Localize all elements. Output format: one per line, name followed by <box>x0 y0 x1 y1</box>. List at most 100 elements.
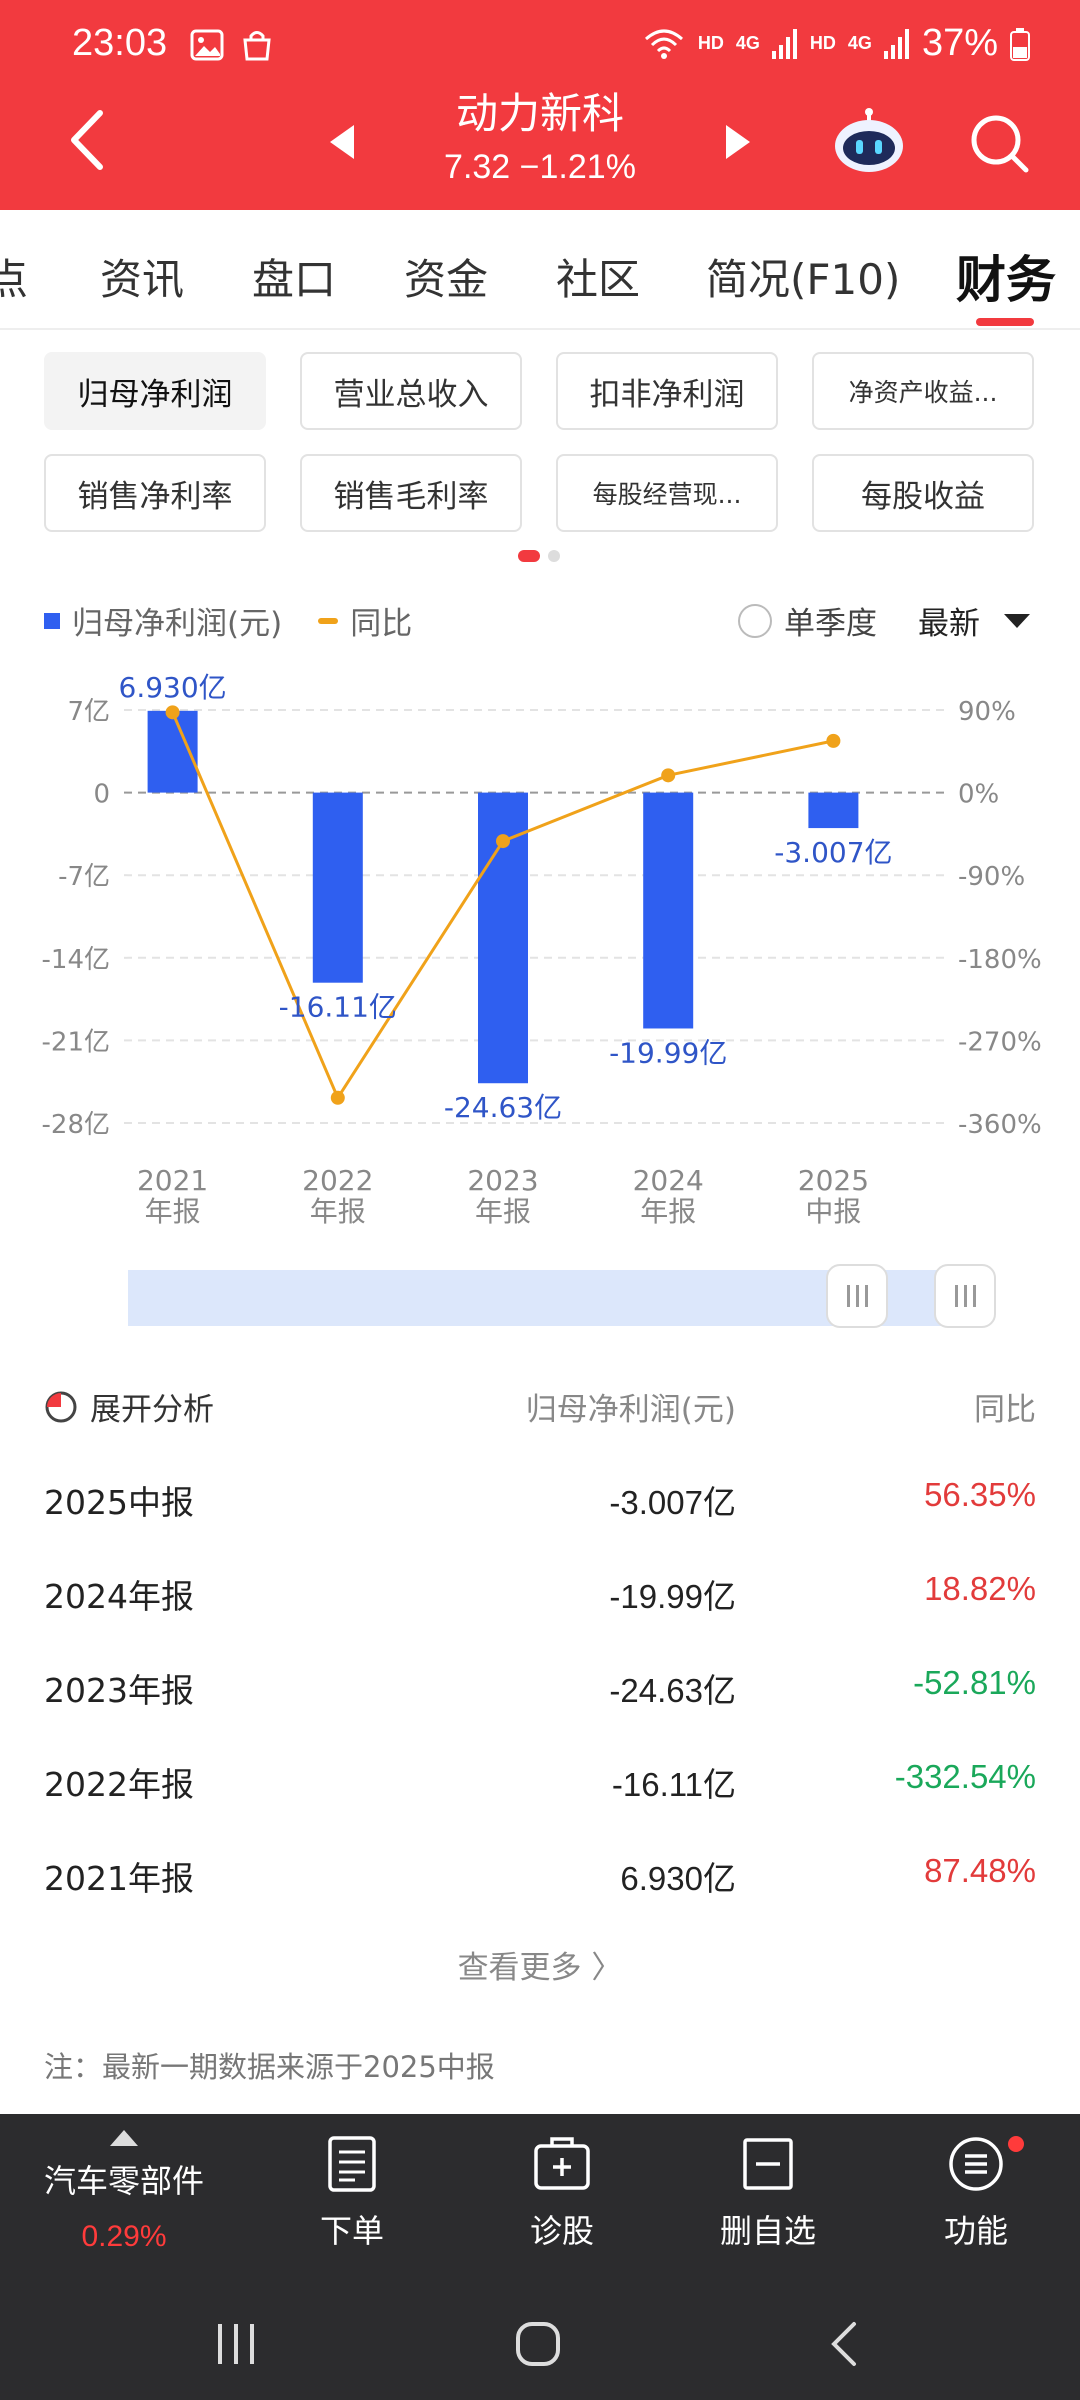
table-header: 展开分析 归母净利润(元) 同比 <box>44 1384 1036 1434</box>
row-period: 2024年报 <box>44 1577 194 1616</box>
x-tick-label-sub: 年报 <box>145 1195 201 1228</box>
metric-net-profit[interactable]: 归母净利润 <box>44 352 266 430</box>
battery-percent: 37% <box>921 22 998 64</box>
back-arrow-icon[interactable] <box>60 105 120 175</box>
diagnose-button[interactable]: 诊股 <box>482 2134 642 2252</box>
sector-button[interactable]: 汽车零部件 0.29% <box>0 2114 248 2284</box>
y-right-tick-label: -90% <box>958 862 1025 892</box>
stock-name: 动力新科 <box>455 89 624 138</box>
metric-gross-margin[interactable]: 销售毛利率 <box>300 454 522 532</box>
metric-eps[interactable]: 每股收益 <box>812 454 1034 532</box>
tab-f10[interactable]: 简况(F10) <box>706 255 901 304</box>
status-bar: 23:03 HD 4G HD 4G 37% <box>0 0 1080 90</box>
row-period: 2021年报 <box>44 1859 194 1898</box>
expand-analysis-button[interactable]: 展开分析 <box>44 1384 214 1429</box>
yoy-point <box>165 705 180 720</box>
y-right-tick-label: 90% <box>958 697 1016 727</box>
hd-badge-2: HD <box>809 33 836 53</box>
prev-stock-button[interactable] <box>330 125 354 159</box>
legend-bar-label: 归母净利润(元) <box>72 606 283 642</box>
signal-icon-2 <box>883 28 909 59</box>
page-dot-active <box>518 550 540 562</box>
y-left-tick-label: -28亿 <box>42 1110 110 1140</box>
row-yoy: 18.82% <box>924 1570 1036 1607</box>
order-button[interactable]: 下单 <box>272 2134 432 2252</box>
search-icon[interactable] <box>968 112 1032 176</box>
bar <box>808 792 859 829</box>
metric-operating-cash-per-share[interactable]: 每股经营现... <box>556 454 778 532</box>
chart-range-slider[interactable] <box>116 1264 998 1328</box>
remove-watchlist-label: 删自选 <box>719 2212 816 2250</box>
x-tick-label: 2025 <box>798 1164 869 1197</box>
tab-bar: 点 资讯 盘口 资金 社区 简况(F10) 财务 <box>0 210 1080 330</box>
radio-icon[interactable] <box>738 603 772 638</box>
arrow-up-icon <box>110 2130 138 2146</box>
function-button[interactable]: 功能 <box>896 2134 1056 2252</box>
bag-icon <box>243 31 271 61</box>
range-handle-right[interactable] <box>934 1264 996 1328</box>
remove-watchlist-button[interactable]: 删自选 <box>688 2134 848 2252</box>
row-value: -24.63亿 <box>609 1672 736 1709</box>
tab-order-book[interactable]: 盘口 <box>252 255 337 304</box>
metric-deducted-net-profit[interactable]: 扣非净利润 <box>556 352 778 430</box>
page-dot <box>548 550 560 562</box>
tab-funds[interactable]: 资金 <box>404 255 489 304</box>
system-navigation-bar <box>0 2284 1080 2400</box>
yoy-point <box>330 1090 345 1105</box>
menu-icon <box>949 2137 1003 2191</box>
wifi-icon <box>644 29 683 59</box>
tab-news[interactable]: 资讯 <box>100 255 185 304</box>
bottom-toolbar: 汽车零部件 0.29% 下单 诊股 删自选 功能 <box>0 2114 1080 2284</box>
diagnose-label: 诊股 <box>529 2212 594 2250</box>
table-row: 2025中报 -3.007亿 56.35% <box>44 1476 1036 1536</box>
recent-apps-icon[interactable] <box>214 2322 258 2366</box>
x-tick-label: 2023 <box>467 1164 538 1197</box>
view-more-link[interactable]: 查看更多 〉 <box>457 1950 623 1986</box>
y-right-tick-label: -270% <box>958 1027 1042 1057</box>
caret-down-icon <box>1004 613 1030 628</box>
y-left-tick-label: -7亿 <box>58 862 110 892</box>
row-period: 2023年报 <box>44 1671 194 1710</box>
signal-icon <box>771 28 797 59</box>
table-row: 2022年报 -16.11亿 -332.54% <box>44 1758 1036 1818</box>
bar-value-label: -3.007亿 <box>774 836 892 869</box>
pie-chart-icon <box>45 1391 77 1422</box>
order-icon <box>328 2136 376 2192</box>
bar <box>312 792 363 983</box>
row-yoy: -332.54% <box>894 1758 1036 1795</box>
bar-value-label: 6.930亿 <box>119 671 227 704</box>
single-quarter-toggle[interactable]: 单季度 <box>738 598 877 643</box>
status-time: 23:03 <box>72 22 168 64</box>
x-tick-label: 2024 <box>633 1164 704 1197</box>
row-yoy: 56.35% <box>924 1476 1036 1513</box>
row-yoy: -52.81% <box>913 1664 1036 1701</box>
row-yoy: 87.48% <box>924 1852 1036 1889</box>
period-dropdown-label: 最新 <box>918 606 980 642</box>
expand-analysis-label: 展开分析 <box>90 1392 214 1428</box>
row-value: -16.11亿 <box>611 1766 736 1803</box>
yoy-point <box>826 733 841 748</box>
data-source-note: 注：最新一期数据来源于2025中报 <box>44 2050 495 2084</box>
order-label: 下单 <box>319 2212 384 2250</box>
robot-assistant-icon[interactable] <box>832 106 906 176</box>
legend-line-swatch <box>318 617 339 624</box>
x-tick-label-sub: 中报 <box>805 1195 861 1228</box>
tab-community[interactable]: 社区 <box>556 255 641 304</box>
tab-finance[interactable]: 财务 <box>956 251 1056 309</box>
table-row: 2024年报 -19.99亿 18.82% <box>44 1570 1036 1630</box>
period-dropdown[interactable]: 最新 <box>918 598 1030 643</box>
next-stock-button[interactable] <box>726 125 750 159</box>
metric-total-revenue[interactable]: 营业总收入 <box>300 352 522 430</box>
metric-roe[interactable]: 净资产收益... <box>812 352 1034 430</box>
metric-net-margin[interactable]: 销售净利率 <box>44 454 266 532</box>
net-badge-2: 4G <box>847 33 872 53</box>
stock-price: 7.32 −1.21% <box>444 148 636 186</box>
range-handle-left[interactable] <box>826 1264 888 1328</box>
column-header-yoy: 同比 <box>974 1392 1036 1428</box>
bar-value-label: -16.11亿 <box>279 991 397 1024</box>
net-badge-1: 4G <box>735 33 760 53</box>
tab-dian[interactable]: 点 <box>0 255 29 304</box>
row-value: -3.007亿 <box>609 1484 736 1521</box>
back-icon[interactable] <box>826 2320 862 2368</box>
home-icon[interactable] <box>514 2320 562 2368</box>
